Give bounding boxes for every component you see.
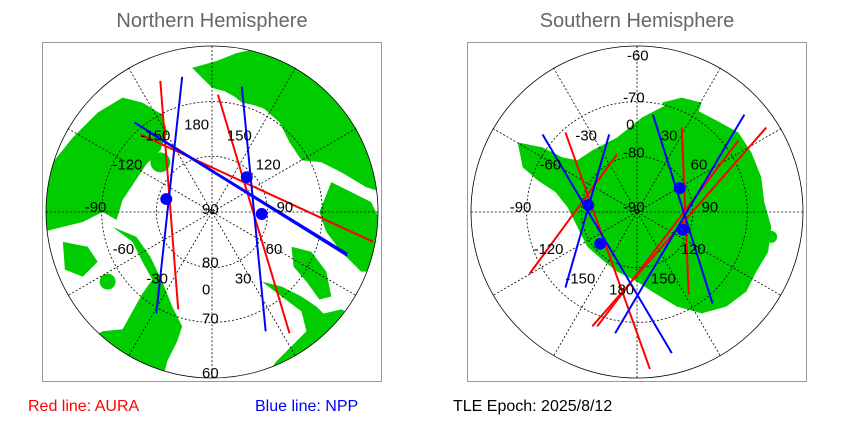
north-lon-label: -120: [113, 157, 143, 173]
north-lon-label: -30: [146, 272, 168, 288]
north-labels: 180 -150 150 -120 120 -90 90 -60 60 -30 …: [85, 117, 293, 381]
npp-position-south-4: [676, 223, 689, 236]
north-lat-label: 70: [202, 311, 219, 327]
aura-track-south-1: [564, 132, 651, 370]
aura-legend: Red line: AURA: [28, 398, 140, 415]
south-lat-label: -90: [623, 200, 645, 216]
npp-position-south-1: [582, 199, 595, 212]
south-lon-label: 0: [626, 117, 634, 133]
south-lon-label: -150: [565, 272, 595, 288]
north-lon-label: 90: [277, 200, 294, 216]
north-lon-label: 180: [184, 117, 209, 133]
north-lon-label: 150: [227, 128, 252, 144]
npp-track-south-4: [651, 114, 714, 304]
south-lon-label: 150: [651, 272, 676, 288]
npp-position-south-2: [594, 237, 607, 250]
npp-track-south-1: [541, 133, 673, 354]
south-lon-label: -120: [534, 242, 564, 258]
south-lon-label: -30: [575, 128, 597, 144]
npp-position-north-3: [255, 208, 268, 220]
south-lon-label: 120: [681, 242, 706, 258]
south-panel-title: Southern Hemisphere: [539, 10, 735, 32]
north-lat-label: 60: [202, 366, 219, 381]
north-lon-label: -60: [113, 242, 135, 258]
south-lat-label: -80: [623, 145, 645, 161]
npp-position-south-3: [673, 182, 686, 195]
aura-track-south-5: [680, 127, 690, 295]
south-labels: 0 -30 30 -60 60 -90 90 -120 120 -150 150…: [510, 48, 718, 298]
npp-track-south-2: [564, 134, 611, 288]
south-tracks: [528, 114, 767, 370]
aura-track-south-2: [528, 153, 618, 275]
npp-position-north-1: [160, 193, 173, 206]
south-lat-label: -60: [627, 48, 649, 64]
north-lon-label: 120: [256, 157, 281, 173]
north-panel-title: Northern Hemisphere: [116, 10, 308, 32]
north-lon-label: 0: [202, 283, 210, 299]
north-lon-label: 30: [235, 272, 252, 288]
south-map-svg: 0 -30 30 -60 60 -90 90 -120 120 -150 150…: [470, 45, 804, 379]
north-polar-map: 180 -150 150 -120 120 -90 90 -60 60 -30 …: [42, 42, 382, 382]
north-lat-label: 90: [202, 202, 219, 218]
tle-epoch-label: TLE Epoch: 2025/8/12: [453, 398, 613, 415]
north-tracks: [133, 76, 374, 334]
south-lon-label: 60: [691, 157, 708, 173]
npp-position-north-2: [240, 171, 253, 184]
south-lon-label: -60: [540, 157, 562, 173]
north-graticule: [45, 45, 379, 379]
north-lon-label: -90: [85, 200, 107, 216]
aura-track-north-3: [140, 133, 374, 243]
npp-legend: Blue line: NPP: [255, 398, 359, 415]
south-lon-label: 30: [661, 128, 678, 144]
north-map-svg: 180 -150 150 -120 120 -90 90 -60 60 -30 …: [45, 45, 379, 381]
npp-track-south-3: [614, 114, 746, 334]
north-lon-label: 60: [266, 242, 283, 258]
npp-track-north-4: [145, 129, 348, 257]
south-lon-label: -90: [510, 200, 532, 216]
south-lon-label: 180: [609, 283, 634, 299]
south-lat-label: -70: [623, 91, 645, 107]
north-lat-label: 80: [202, 256, 219, 272]
south-polar-map: 0 -30 30 -60 60 -90 90 -120 120 -150 150…: [467, 42, 807, 382]
north-lon-label: -150: [140, 128, 170, 144]
south-land: [470, 45, 804, 379]
south-lon-label: 90: [702, 200, 719, 216]
npp-track-north-2: [240, 86, 267, 332]
aura-track-south-3: [596, 139, 740, 327]
